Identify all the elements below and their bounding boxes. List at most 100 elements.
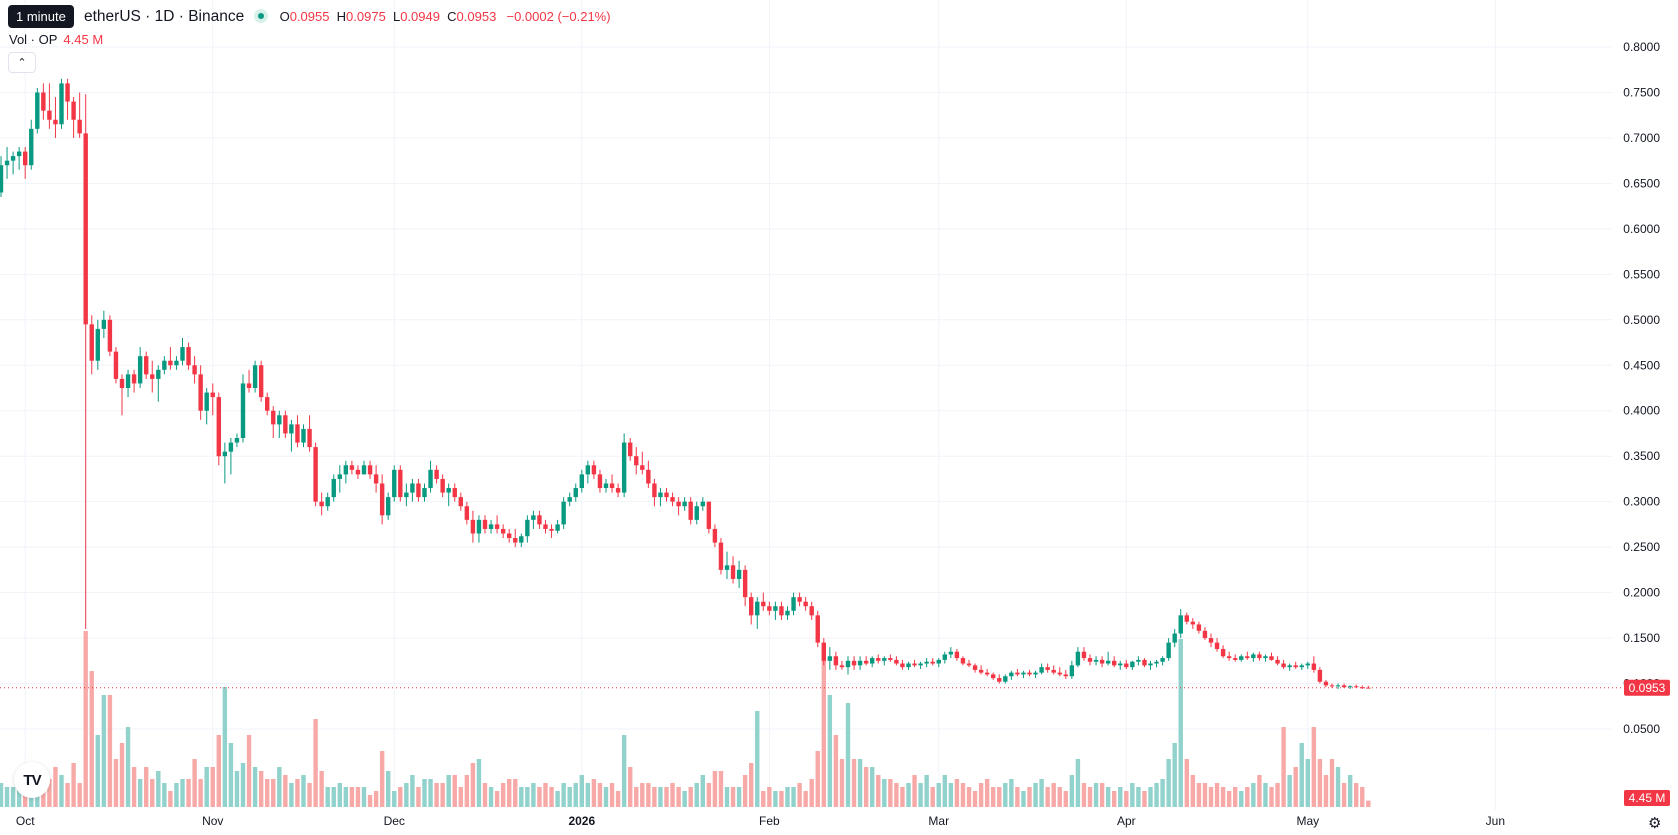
tradingview-logo-icon[interactable]: TV — [14, 762, 50, 798]
candle-body — [295, 424, 300, 443]
volume-bars — [0, 631, 1371, 807]
volume-bar — [1275, 783, 1280, 807]
market-status-icon[interactable] — [254, 9, 269, 23]
volume-bar — [736, 787, 742, 807]
volume-bar — [500, 783, 506, 807]
volume-bar — [1311, 727, 1317, 807]
volume-bar — [410, 775, 415, 807]
volume-bar — [1196, 783, 1202, 807]
volume-bar — [991, 787, 996, 807]
candle-body — [845, 660, 851, 668]
volume-bar — [876, 775, 881, 807]
candle-body — [1051, 669, 1056, 673]
volume-bar — [1263, 783, 1268, 807]
volume-bar — [482, 783, 488, 807]
volume-bar — [283, 775, 288, 807]
volume-bar — [960, 783, 966, 807]
volume-bar — [894, 783, 899, 807]
candle-body — [1263, 656, 1268, 659]
volume-bar — [918, 783, 923, 807]
candle-body — [222, 451, 228, 457]
volume-bar — [1166, 759, 1171, 807]
volume-bar — [246, 735, 252, 807]
open-label: O — [279, 9, 290, 24]
candle-body — [1354, 686, 1359, 688]
volume-legend[interactable]: Vol · OP 4.45 M — [9, 32, 103, 47]
candle-body — [1275, 659, 1280, 664]
volume-bar — [379, 751, 385, 807]
candle-body — [35, 92, 40, 129]
volume-bar — [53, 767, 58, 807]
volume-bar — [494, 791, 500, 807]
candle-body — [349, 465, 355, 470]
candle-body — [1172, 633, 1177, 643]
price-axis[interactable]: 0.8000 0.7500 0.7000 0.6500 0.6000 0.5500 0.50… — [1623, 40, 1660, 736]
candle-body — [1033, 672, 1038, 675]
candle-body — [912, 663, 917, 666]
candle-body — [198, 374, 203, 411]
change-value: −0.0002 (−0.21%) — [506, 9, 611, 24]
candle-body — [839, 665, 845, 668]
candle-body — [416, 483, 421, 498]
volume-bar — [561, 783, 566, 807]
time-axis[interactable]: Oct Nov Dec 2026 Feb Mar Apr May Jun — [16, 814, 1505, 828]
candle-body — [137, 356, 143, 384]
volume-bar — [95, 735, 100, 807]
candle-body — [1226, 656, 1232, 659]
candle-body — [307, 428, 312, 448]
candle-body — [1057, 672, 1062, 675]
candle-body — [1027, 672, 1032, 675]
candle-body — [452, 488, 457, 498]
candle-body — [688, 501, 693, 520]
volume-bar — [1323, 775, 1329, 807]
collapse-legend-button[interactable]: ⌃ — [8, 52, 36, 73]
volume-bar — [319, 771, 324, 807]
candle-body — [779, 606, 784, 616]
candle-body — [107, 319, 113, 352]
candle-body — [676, 501, 681, 507]
volume-bar — [1003, 783, 1008, 807]
candle-body — [1233, 658, 1238, 660]
gear-icon[interactable]: ⚙ — [1648, 815, 1662, 832]
candle-body — [706, 501, 712, 529]
candle-body — [446, 488, 451, 493]
y-tick-label: 0.2000 — [1623, 586, 1660, 600]
volume-bar — [1039, 779, 1044, 807]
volume-bar — [107, 695, 113, 807]
candle-body — [597, 474, 603, 489]
candle-body — [440, 478, 445, 493]
candle-body — [767, 606, 772, 611]
candle-body — [71, 101, 76, 120]
candle-body — [821, 642, 826, 661]
volume-bar — [1087, 787, 1093, 807]
candle-body — [1269, 656, 1274, 660]
volume-bar — [676, 787, 681, 807]
volume-badge-text: 4.45 M — [1629, 791, 1666, 805]
candle-body — [162, 360, 167, 370]
y-tick-label: 0.3000 — [1623, 495, 1660, 509]
volume-bar — [422, 779, 427, 807]
candle-body — [398, 469, 403, 498]
candle-body — [265, 397, 270, 411]
candle-body — [1317, 669, 1323, 682]
candle-body — [863, 660, 869, 664]
candle-body — [1178, 615, 1183, 634]
candle-body — [1166, 642, 1171, 659]
candle-body — [77, 119, 82, 134]
candle-body — [500, 528, 506, 534]
volume-bar — [119, 743, 125, 807]
volume-bar — [404, 783, 409, 807]
volume-bar — [688, 787, 693, 807]
last-price-badge: 0.0953 — [1624, 679, 1670, 696]
candle-body — [1075, 651, 1081, 666]
volume-bar — [1354, 783, 1359, 807]
volume-bar — [845, 703, 851, 807]
volume-bar — [1366, 800, 1371, 807]
volume-bar — [664, 787, 669, 807]
low-value: 0.0949 — [400, 9, 440, 24]
symbol-title[interactable]: etherUS · 1D · Binance — [84, 8, 245, 25]
candle-body — [29, 128, 34, 166]
candle-body — [113, 351, 119, 379]
candle-body — [736, 569, 742, 579]
